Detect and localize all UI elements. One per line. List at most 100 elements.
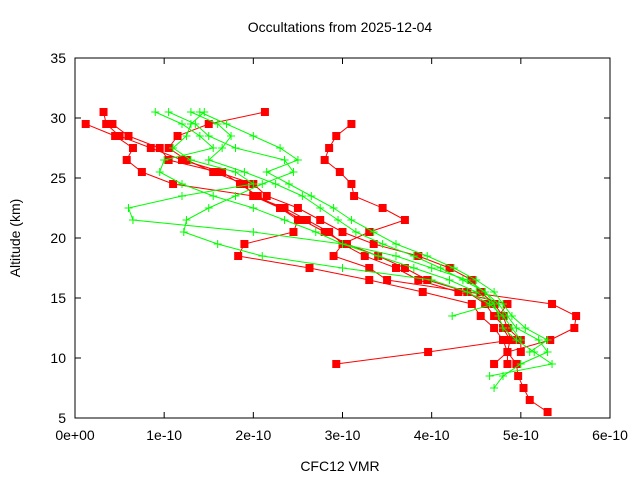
- data-point-square: [332, 360, 341, 368]
- data-point-square: [383, 276, 392, 284]
- data-point-square: [115, 132, 124, 140]
- data-point-square: [280, 204, 289, 212]
- data-point-plus: [209, 144, 218, 152]
- data-point-square: [342, 240, 351, 248]
- data-point-plus: [262, 168, 271, 176]
- data-point-square: [182, 156, 191, 164]
- data-point-square: [476, 288, 485, 296]
- x-tick-label: 2e-10: [235, 427, 271, 443]
- data-point-square: [572, 312, 581, 320]
- data-point-plus: [178, 192, 186, 200]
- data-point-plus: [316, 204, 325, 212]
- data-point-square: [146, 144, 155, 152]
- data-point-plus: [178, 180, 186, 188]
- data-point-plus: [481, 288, 490, 296]
- data-point-plus: [445, 276, 454, 284]
- data-point-plus: [289, 168, 298, 176]
- data-point-square: [108, 120, 117, 128]
- data-point-square: [423, 276, 432, 284]
- data-point-plus: [338, 264, 347, 272]
- data-point-plus: [280, 156, 289, 164]
- data-point-square: [260, 108, 269, 116]
- data-point-square: [169, 180, 178, 188]
- data-point-square: [512, 360, 521, 368]
- data-point-square: [99, 108, 108, 116]
- data-point-plus: [204, 132, 213, 140]
- data-point-plus: [369, 228, 378, 236]
- data-point-square: [213, 168, 222, 176]
- data-point-plus: [195, 108, 204, 116]
- data-point-square: [503, 324, 512, 332]
- data-point-plus: [507, 324, 516, 332]
- data-point-square: [111, 132, 120, 140]
- data-point-square: [476, 312, 485, 320]
- data-point-plus: [204, 204, 213, 212]
- x-tick-label: 1e-10: [146, 427, 182, 443]
- data-point-plus: [427, 276, 436, 284]
- data-point-square: [378, 204, 387, 212]
- data-point-square: [305, 264, 314, 272]
- x-axis-label: CFC12 VMR: [300, 458, 379, 474]
- data-point-plus: [374, 252, 383, 260]
- data-point-square: [570, 324, 579, 332]
- data-point-square: [360, 252, 369, 260]
- data-point-plus: [472, 288, 481, 296]
- data-point-square: [209, 168, 218, 176]
- data-point-square: [490, 324, 499, 332]
- data-point-plus: [449, 264, 458, 272]
- data-point-plus: [490, 288, 499, 296]
- data-point-plus: [534, 336, 543, 344]
- data-point-plus: [249, 180, 258, 188]
- data-point-plus: [293, 156, 302, 164]
- data-point-square: [481, 300, 490, 308]
- data-point-square: [445, 264, 454, 272]
- series-green-7: [124, 108, 499, 320]
- data-point-plus: [409, 252, 418, 260]
- data-point-plus: [543, 348, 552, 356]
- data-point-square: [503, 348, 512, 356]
- data-point-square: [519, 384, 528, 392]
- data-point-square: [335, 168, 344, 176]
- data-point-plus: [178, 120, 186, 128]
- data-point-plus: [485, 372, 494, 380]
- data-point-plus: [392, 252, 400, 260]
- data-point-plus: [222, 120, 231, 128]
- data-point-square: [218, 168, 227, 176]
- data-point-plus: [204, 156, 213, 164]
- data-point-square: [204, 120, 213, 128]
- data-point-plus: [507, 312, 516, 320]
- data-point-square: [400, 264, 409, 272]
- data-point-square: [178, 156, 186, 164]
- data-point-plus: [499, 372, 507, 380]
- data-point-square: [503, 300, 512, 308]
- data-point-plus: [240, 168, 249, 176]
- data-point-plus: [525, 348, 534, 356]
- data-point-plus: [334, 216, 343, 224]
- x-tick-label: 0e+00: [55, 427, 95, 443]
- series-line: [127, 111, 495, 317]
- data-point-plus: [378, 240, 387, 248]
- data-point-plus: [258, 252, 267, 260]
- data-point-plus: [329, 204, 338, 212]
- data-point-square: [507, 336, 516, 344]
- x-tick-label: 4e-10: [414, 427, 450, 443]
- y-tick-label: 20: [50, 230, 66, 246]
- data-point-square: [467, 276, 476, 284]
- data-point-plus: [191, 120, 200, 128]
- data-point-square: [332, 132, 341, 140]
- data-point-square: [325, 228, 334, 236]
- data-point-square: [350, 192, 359, 200]
- series-green-9: [164, 108, 525, 344]
- data-point-square: [298, 216, 307, 224]
- data-point-square: [490, 360, 499, 368]
- y-tick-label: 15: [50, 290, 66, 306]
- data-series: [81, 108, 581, 416]
- y-tick-label: 35: [50, 50, 66, 66]
- data-point-square: [400, 216, 409, 224]
- data-point-plus: [490, 384, 499, 392]
- data-point-plus: [423, 252, 432, 260]
- data-point-square: [137, 168, 146, 176]
- data-point-square: [249, 192, 258, 200]
- data-point-square: [543, 408, 552, 416]
